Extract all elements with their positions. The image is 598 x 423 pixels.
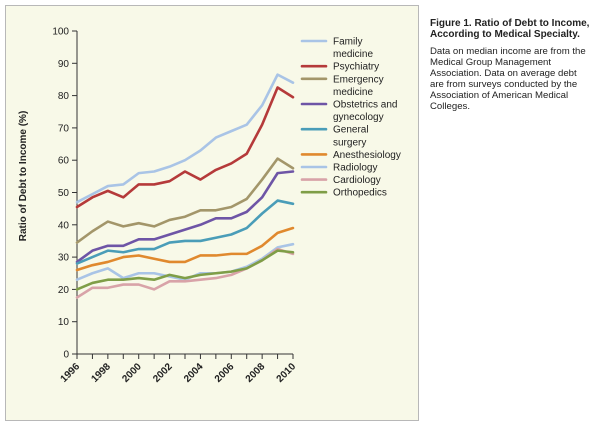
y-tick-label: 80 [58, 91, 70, 102]
series-line-obstetrics-and-gynecology [75, 170, 295, 264]
legend-label: Emergency medicine [333, 74, 384, 98]
caption-body: Data on median income are from the Medic… [430, 46, 586, 112]
y-tick-label: 0 [63, 350, 69, 361]
series-line-orthopedics [75, 249, 295, 291]
legend-label: Radiology [333, 163, 377, 174]
x-tick-label: 2008 [244, 361, 268, 385]
legend-label: Anesthesiology [333, 150, 401, 161]
series-line-family-medicine [75, 73, 295, 204]
legend-label: General surgery [333, 125, 369, 149]
y-tick-label: 60 [58, 156, 70, 167]
legend-label: Family medicine [333, 37, 373, 61]
series-line-psychiatry [75, 86, 295, 209]
y-tick-label: 20 [58, 285, 70, 296]
series-line-anesthesiology [75, 226, 295, 272]
x-tick-label: 2002 [151, 361, 175, 385]
y-tick-label: 90 [58, 59, 70, 70]
x-tick-label: 2006 [213, 361, 237, 385]
legend-label: Obstetrics and gynecology [333, 100, 397, 124]
series-line-cardiology [75, 247, 295, 299]
x-tick-label: 2004 [182, 361, 206, 385]
y-tick-label: 30 [58, 253, 70, 264]
series-line-emergency-medicine [75, 157, 295, 244]
axes: 0 10 20 30 40 50 60 70 80 90 100 1996 1998 2000 2002 20… [52, 27, 298, 385]
series-line-radiology [75, 242, 295, 282]
series-line-general-surgery [75, 199, 295, 265]
legend-label: Psychiatry [333, 62, 379, 73]
x-tick-label: 2010 [275, 361, 299, 385]
y-tick-label: 50 [58, 188, 70, 199]
figure-caption: Figure 1. Ratio of Debt to Income, Accor… [430, 18, 592, 112]
x-tick-label: 1998 [89, 361, 113, 385]
x-tick-label: 1996 [59, 361, 83, 385]
y-tick-label: 100 [52, 27, 69, 38]
y-tick-label: 40 [58, 220, 70, 231]
y-tick-label: 70 [58, 123, 70, 134]
y-axis-label: Ratio of Debt to Income (%) [18, 111, 29, 242]
y-tick-label: 10 [58, 317, 70, 328]
x-tick-label: 2000 [120, 361, 144, 385]
caption-title: Figure 1. Ratio of Debt to Income, Accor… [430, 18, 590, 40]
legend-label: Orthopedics [333, 188, 387, 199]
line-chart: 0 10 20 30 40 50 60 70 80 90 100 1996 1998 2000 2002 20… [18, 27, 401, 385]
legend-label: Cardiology [333, 175, 381, 186]
series-lines [75, 73, 295, 299]
figure-panel: 0 10 20 30 40 50 60 70 80 90 100 1996 1998 2000 2002 20… [5, 5, 419, 421]
